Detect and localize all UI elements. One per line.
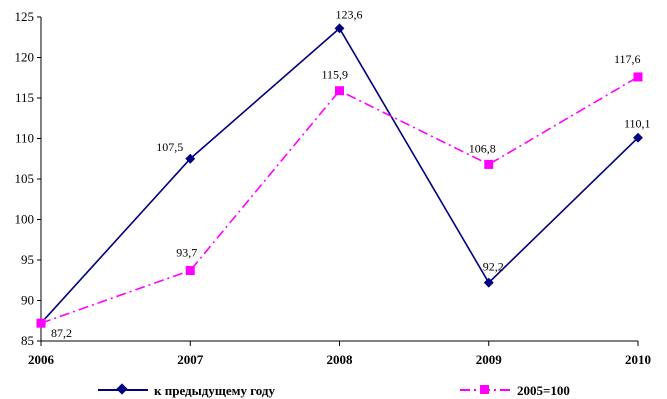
y-tick-label: 115 xyxy=(15,90,34,105)
data-label-series-0: 107,5 xyxy=(156,140,183,154)
data-label-series-1: 106,8 xyxy=(469,141,496,155)
x-tick-label: 2009 xyxy=(476,352,503,367)
data-label-series-0: 123,6 xyxy=(336,7,363,21)
legend: к предыдущему году 2005=100 xyxy=(98,383,570,398)
axes: 85 90 95 100 105 110 115 120 125 2006 2007 2008 2009… xyxy=(15,9,652,367)
x-tick-label: 2010 xyxy=(625,352,651,367)
x-tick-label: 2008 xyxy=(327,352,354,367)
data-point-series-0 xyxy=(633,132,643,143)
data-point-series-1 xyxy=(335,86,344,96)
data-label-series-1: 93,7 xyxy=(176,246,197,260)
x-tick-label: 2007 xyxy=(177,352,204,367)
data-label-series-1: 117,6 xyxy=(614,52,641,66)
data-point-series-1 xyxy=(185,266,195,276)
data-label-series-1: 87,2 xyxy=(51,326,72,340)
y-tick-label: 105 xyxy=(15,171,35,186)
legend-marker-series-0 xyxy=(116,383,128,395)
y-tick-label: 120 xyxy=(15,50,35,65)
series-layer: 107,5 123,6 92,2 110,1 87,2 93,7 115,9 106,8 117… xyxy=(36,7,651,340)
series-line-1 xyxy=(40,76,639,324)
data-point-series-1 xyxy=(633,72,643,82)
y-tick-label: 110 xyxy=(15,131,34,146)
data-point-series-1 xyxy=(36,318,46,328)
data-point-series-0 xyxy=(185,153,196,164)
y-tick-label: 95 xyxy=(21,252,34,267)
y-tick-label: 100 xyxy=(15,212,35,227)
data-label-series-1: 115,9 xyxy=(322,68,349,82)
legend-label-series-0: к предыдущему году xyxy=(154,383,275,398)
y-tick-label: 90 xyxy=(21,293,34,308)
data-label-series-0: 92,2 xyxy=(483,260,504,274)
x-tick-label: 2006 xyxy=(28,352,55,367)
data-point-series-0 xyxy=(483,277,494,288)
legend-label-series-1: 2005=100 xyxy=(517,383,570,398)
legend-marker-series-1 xyxy=(480,385,489,394)
y-tick-label: 125 xyxy=(15,9,35,24)
data-point-series-1 xyxy=(484,159,494,169)
y-tick-label: 85 xyxy=(21,333,34,348)
data-label-series-0: 110,1 xyxy=(624,117,651,131)
